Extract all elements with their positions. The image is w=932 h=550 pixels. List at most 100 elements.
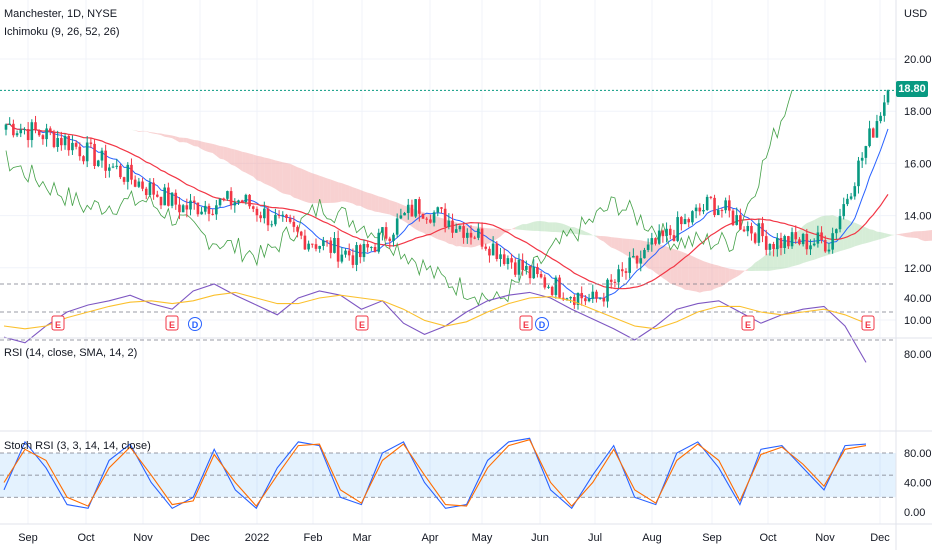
candle-body (34, 122, 37, 131)
cloud-segment (208, 143, 213, 154)
candlesticks (4, 89, 890, 310)
cloud-segment (279, 161, 283, 194)
candle-body (52, 132, 56, 147)
cloud-segment (902, 232, 907, 238)
cloud-segment (714, 264, 719, 289)
candle-body (447, 220, 451, 227)
cloud-segment (397, 202, 401, 220)
candle-body (702, 209, 705, 212)
candle-body (451, 220, 454, 233)
marker-label: D (192, 320, 199, 330)
cloud-segment (330, 179, 335, 203)
cloud-segment (530, 221, 534, 231)
candle-body (4, 124, 8, 130)
cloud-segment (194, 139, 198, 147)
dividend-marker (188, 317, 202, 331)
earnings-marker (741, 315, 755, 331)
currency-label: USD (904, 8, 928, 20)
cloud-segment (323, 176, 328, 204)
candle-body (174, 192, 178, 205)
candle-body (329, 240, 333, 253)
candle-body (628, 257, 631, 273)
candle-body (340, 254, 344, 262)
candle-body (425, 218, 429, 220)
candle-body (783, 236, 786, 248)
candle-body (838, 216, 842, 230)
candle-body (384, 227, 388, 239)
candle-body (358, 245, 362, 258)
cloud-segment (120, 129, 125, 131)
candle-body (93, 143, 96, 166)
candle-body (484, 246, 488, 249)
candle-body (303, 235, 307, 250)
cloud-segment (803, 223, 807, 264)
candle-body (432, 212, 436, 223)
cloud-segment (633, 239, 638, 261)
candle-body (56, 138, 59, 147)
candle-body (67, 136, 71, 151)
cloud-segment (707, 262, 711, 292)
candle-body (709, 196, 713, 198)
candle-body (868, 128, 871, 147)
cloud-segment (865, 227, 870, 244)
marker-label: E (55, 320, 61, 330)
cloud-segment (201, 141, 206, 151)
cloud-segment (231, 148, 235, 166)
cloud-segment (138, 130, 143, 132)
cloud-segment (234, 149, 239, 169)
cloud-segment (345, 184, 350, 203)
candle-body (392, 234, 395, 242)
candle-body (543, 277, 547, 288)
cloud-segment (740, 270, 745, 275)
candle-body (126, 164, 130, 182)
candle-body (680, 217, 683, 225)
candle-body (144, 188, 148, 196)
cloud-segment (242, 151, 246, 173)
candle-body (506, 258, 510, 265)
cloud-segment (212, 143, 217, 156)
cloud-segment (659, 244, 663, 279)
cloud-segment (600, 236, 604, 242)
cloud-segment (799, 225, 804, 265)
candle-body (281, 214, 285, 216)
candle-body (775, 237, 779, 250)
candle-body (133, 179, 137, 187)
cloud-segment (718, 265, 722, 288)
candle-body (853, 186, 857, 197)
cloud-segment (563, 223, 567, 234)
cloud-segment (747, 266, 752, 271)
candle-body (181, 205, 185, 213)
y-tick-label: 40.00 (904, 293, 932, 305)
candle-body (347, 250, 351, 256)
candle-body (864, 146, 868, 158)
cloud-segment (172, 135, 176, 141)
cloud-segment (559, 223, 564, 233)
y-tick-label: 80.00 (904, 448, 932, 460)
stoch-rsi-pane (0, 437, 896, 510)
candle-body (753, 233, 757, 243)
candle-body (750, 225, 753, 234)
candle-body (270, 224, 274, 226)
cloud-segment (655, 243, 660, 276)
cloud-segment (389, 200, 394, 217)
candle-body (668, 228, 672, 236)
cloud-segment (308, 171, 313, 204)
cloud-segment (899, 233, 903, 237)
cloud-segment (751, 262, 756, 271)
candle-body (418, 199, 421, 214)
candle-body (849, 196, 853, 199)
cloud-segment (304, 170, 309, 203)
cloud-segment (869, 229, 874, 243)
candle-body (152, 182, 155, 195)
candle-body (119, 165, 122, 178)
candle-body (443, 208, 447, 227)
candle-body (761, 223, 764, 237)
candle-body (790, 232, 794, 247)
candle-body (137, 181, 141, 187)
candle-body (71, 142, 74, 151)
cloud-segment (526, 222, 531, 231)
candle-body (617, 269, 620, 283)
cloud-segment (271, 159, 276, 189)
